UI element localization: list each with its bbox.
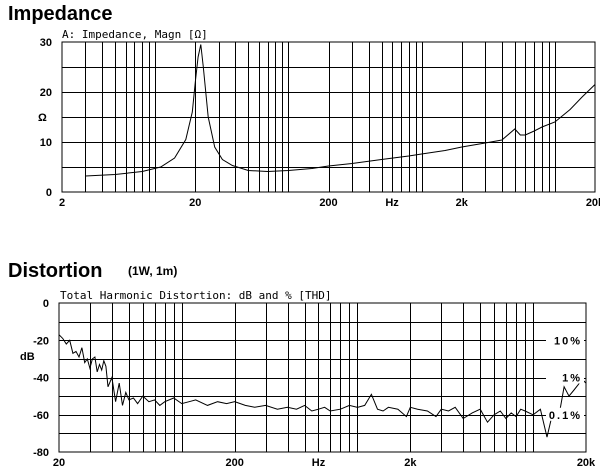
impedance-y-axis-label: Ω: [38, 112, 47, 124]
x-tick-label: 2k: [404, 457, 417, 468]
x-tick-label: 20: [53, 457, 65, 468]
x-tick-label: 20k: [586, 197, 600, 209]
y-tick-label: -60: [33, 410, 49, 422]
percent-marker-label: 0.1%: [549, 410, 582, 422]
x-tick-label: 2k: [456, 197, 469, 209]
impedance-chart: Impedance A: Impedance, Magn [Ω] Ω 0 10 20…: [8, 3, 600, 209]
y-tick-label: -80: [33, 447, 49, 459]
y-tick-label: 0: [43, 298, 49, 310]
x-tick-label: 200: [319, 197, 337, 209]
percent-marker-background: [546, 370, 584, 384]
distortion-grid: [59, 303, 586, 452]
distortion-subheading: (1W, 1m): [128, 264, 177, 278]
impedance-grid: [62, 42, 595, 192]
percent-marker-background: [546, 333, 584, 347]
impedance-plot-frame: [61, 41, 596, 193]
percent-marker-label: 10%: [554, 335, 582, 347]
distortion-y-axis-label: dB: [20, 351, 35, 363]
impedance-heading: Impedance: [8, 3, 112, 25]
distortion-y-ticks: 0 -20 -40 -60 -80: [33, 298, 49, 459]
x-tick-label: 200: [225, 457, 243, 468]
distortion-chart: Distortion (1W, 1m) Total Harmonic Disto…: [8, 260, 596, 468]
y-tick-label: -20: [33, 335, 49, 347]
y-tick-label: 30: [40, 37, 52, 49]
x-tick-label: 2: [59, 197, 65, 209]
x-tick-label: 20k: [577, 457, 596, 468]
y-tick-label: 20: [40, 87, 52, 99]
impedance-y-ticks: 0 10 20 30: [40, 37, 52, 199]
impedance-x-ticks: 2 20 200 Hz 2k 20k: [59, 197, 600, 209]
distortion-plot-frame: [58, 302, 587, 453]
distortion-x-ticks: 20 200 Hz 2k 20k: [53, 457, 596, 468]
x-tick-label: 20: [189, 197, 201, 209]
y-tick-label: 10: [40, 137, 52, 149]
distortion-percent-markers: 10% 1% 0.1%: [546, 333, 584, 422]
percent-marker-background: [546, 407, 584, 421]
distortion-heading: Distortion: [8, 260, 102, 282]
percent-marker-label: 1%: [562, 373, 582, 385]
distortion-chart-title: Total Harmonic Distortion: dB and % [THD…: [60, 289, 332, 302]
x-tick-label: Hz: [312, 457, 326, 468]
y-tick-label: -40: [33, 373, 49, 385]
impedance-curve: [85, 44, 596, 177]
distortion-curve: [58, 334, 587, 438]
x-tick-label: Hz: [385, 197, 399, 209]
y-tick-label: 0: [46, 187, 52, 199]
impedance-chart-title: A: Impedance, Magn [Ω]: [62, 28, 208, 41]
